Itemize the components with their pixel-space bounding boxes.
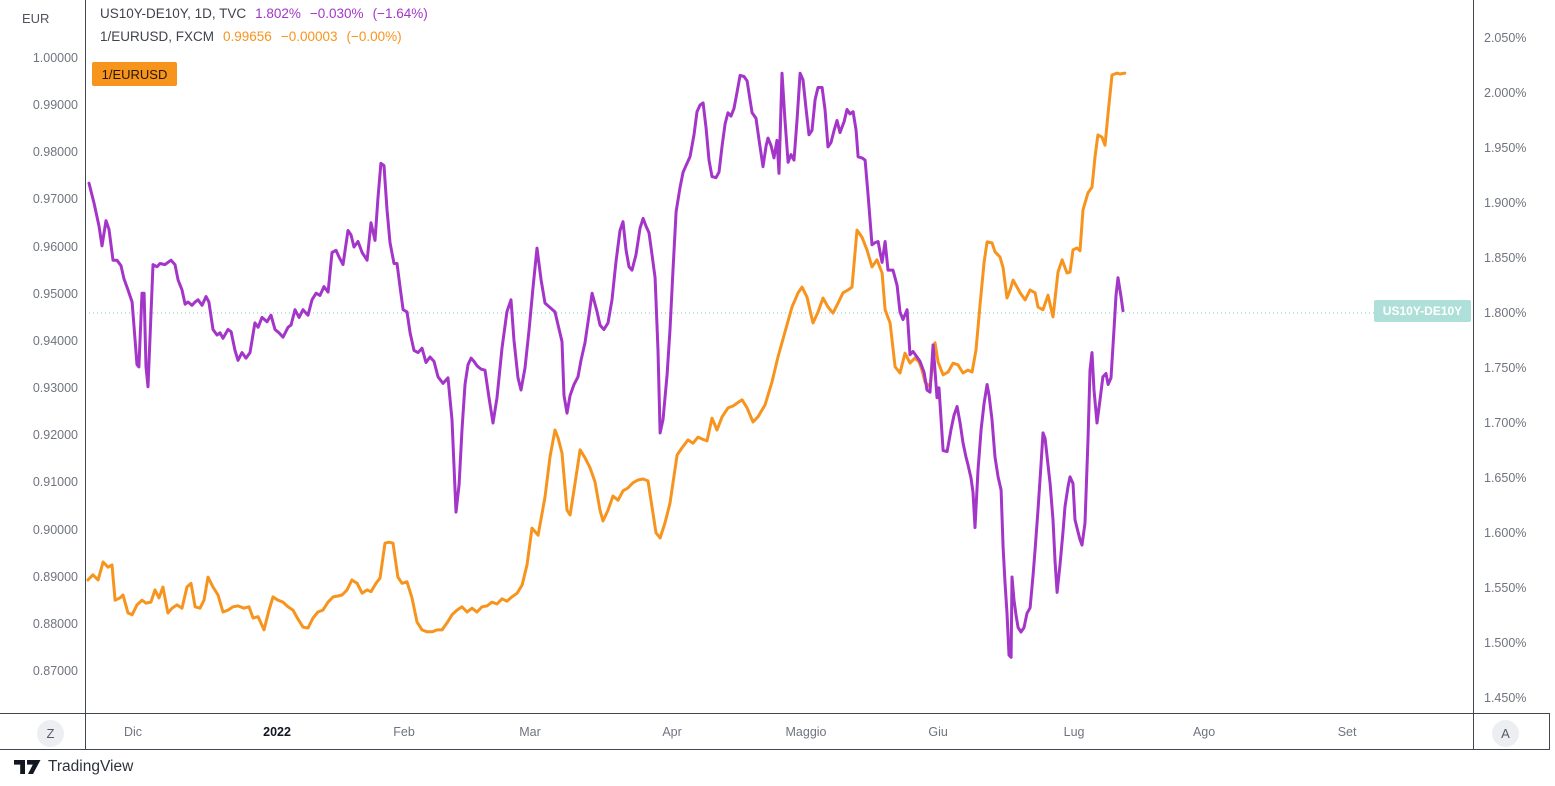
left-axis-tick: 0.96000	[32, 239, 78, 254]
time-axis-tick: Feb	[393, 725, 415, 739]
left-axis-tick: 0.94000	[32, 333, 78, 348]
time-scale-bottom-border	[0, 749, 1550, 750]
tradingview-logo-icon	[14, 760, 41, 774]
symbol-title: US10Y-DE10Y, 1D, TVC	[100, 6, 247, 21]
right-axis-tick: 1.600%	[1484, 526, 1527, 540]
time-axis-tick: 2022	[263, 725, 291, 739]
right-axis-tick: 1.450%	[1484, 691, 1527, 705]
left-axis-tick: 0.99000	[32, 98, 78, 113]
legend-row-us10y-de10y[interactable]: US10Y-DE10Y, 1D, TVC 1.802% −0.030% (−1.…	[100, 6, 428, 29]
us10y-de10y-line	[87, 71, 1125, 659]
right-axis-tick: 1.750%	[1484, 361, 1527, 375]
right-axis-tick: 1.500%	[1484, 636, 1527, 650]
left-axis-tick: 0.98000	[32, 145, 78, 160]
brand-name: TradingView	[48, 758, 134, 775]
left-axis-tick: 0.95000	[32, 286, 78, 301]
right-axis-tick: 1.700%	[1484, 416, 1527, 430]
right-axis-tick: 2.000%	[1484, 86, 1527, 100]
time-axis-tick: Mar	[519, 725, 541, 739]
right-axis-tick: 1.950%	[1484, 141, 1527, 155]
time-axis-tick: Giu	[928, 725, 948, 739]
right-axis-tick: 1.900%	[1484, 196, 1527, 210]
left-axis-tick: 0.92000	[32, 428, 78, 443]
time-axis-tick: Lug	[1063, 725, 1085, 739]
left-axis-tick: 1.00000	[32, 51, 78, 65]
time-axis-tick: Ago	[1192, 725, 1216, 739]
time-axis-tick: Apr	[662, 725, 682, 739]
left-axis-tick: 0.89000	[32, 569, 78, 584]
change-value: −0.00003	[280, 29, 338, 44]
left-axis-tick: 0.90000	[32, 522, 78, 537]
left-axis-tick: 0.87000	[32, 663, 78, 678]
left-axis-tick: 0.97000	[32, 192, 78, 207]
left-scale-mode-button[interactable]: Z	[37, 720, 64, 747]
right-axis-tick: 1.800%	[1484, 306, 1527, 320]
change-value: −0.030%	[309, 6, 364, 21]
inverse-eurusd-price-label: 1/EURUSD	[92, 62, 177, 87]
right-scale-border	[1473, 0, 1474, 749]
inverse-eurusd-line	[86, 71, 1127, 634]
time-axis-tick: Set	[1337, 725, 1357, 739]
left-scale-border	[85, 0, 86, 749]
bottom-right-corner-border	[1549, 713, 1550, 749]
last-value: 0.99656	[223, 29, 272, 44]
legend-row-inverse-eurusd[interactable]: 1/EURUSD, FXCM 0.99656 −0.00003 (−0.00%)	[100, 29, 428, 52]
change-percent: (−1.64%)	[372, 6, 428, 21]
left-scale-currency-label: EUR	[22, 11, 50, 26]
right-axis-tick: 1.650%	[1484, 471, 1527, 485]
time-axis-tick: Maggio	[785, 725, 827, 739]
legend: US10Y-DE10Y, 1D, TVC 1.802% −0.030% (−1.…	[100, 6, 428, 52]
right-axis-tick: 1.850%	[1484, 251, 1527, 265]
right-axis-tick: 1.550%	[1484, 581, 1527, 595]
time-axis-tick: Dic	[123, 725, 143, 739]
symbol-title: 1/EURUSD, FXCM	[100, 29, 215, 44]
us10y-de10y-price-label: US10Y-DE10Y	[1374, 299, 1471, 322]
left-axis-tick: 0.91000	[32, 475, 78, 490]
last-value: 1.802%	[255, 6, 301, 21]
left-axis-tick: 0.88000	[32, 616, 78, 631]
left-axis-tick: 0.93000	[32, 381, 78, 396]
tradingview-logo-link[interactable]: TradingView	[14, 757, 133, 777]
right-scale-mode-button[interactable]: A	[1492, 720, 1519, 747]
right-axis-tick: 2.050%	[1484, 31, 1527, 45]
change-percent: (−0.00%)	[346, 29, 402, 44]
time-scale-top-border	[0, 713, 1550, 714]
